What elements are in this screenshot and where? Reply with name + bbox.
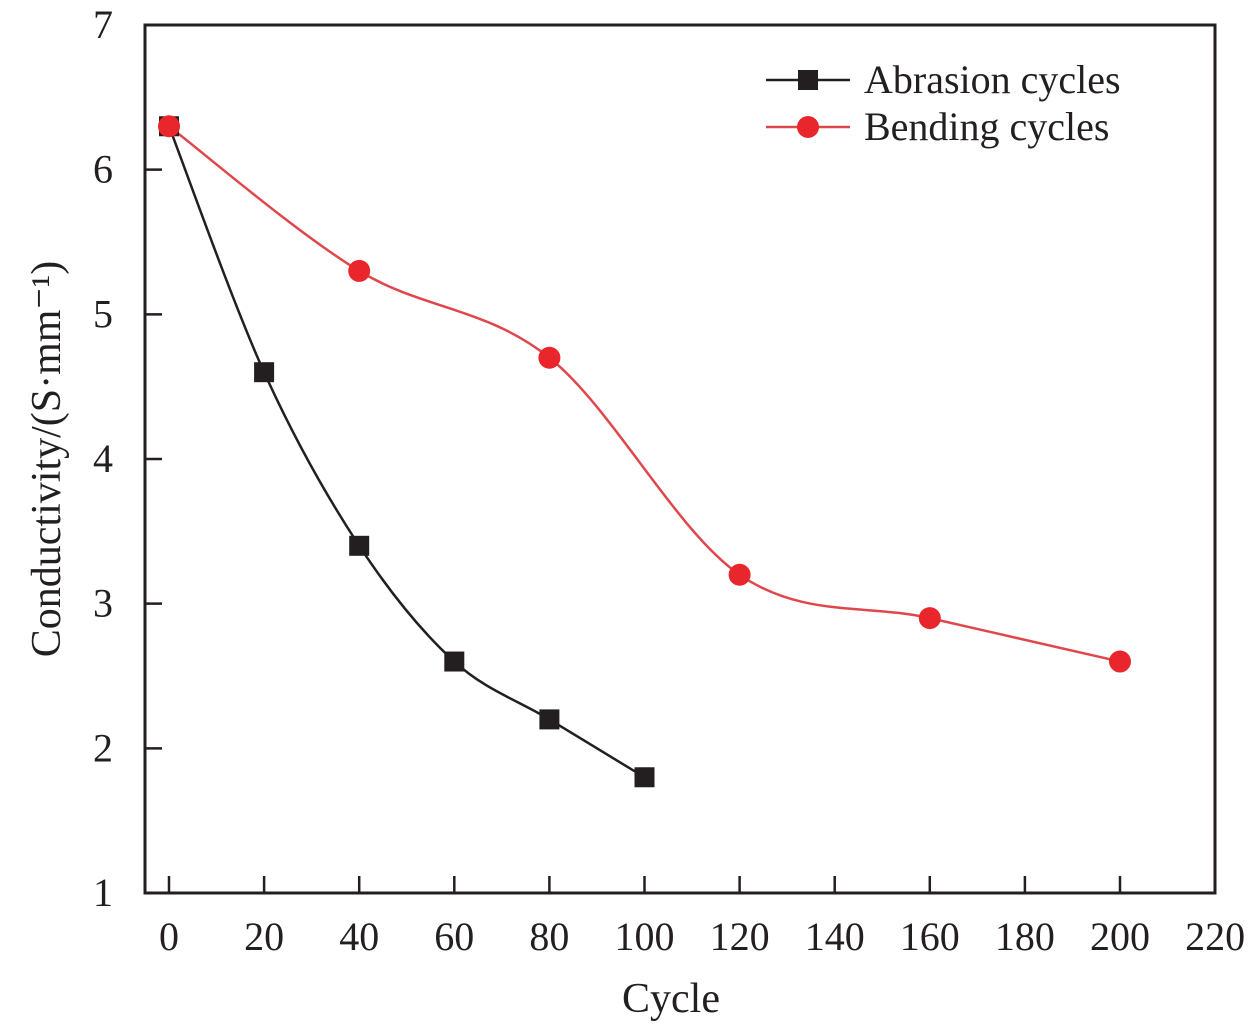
x-tick-label: 120 <box>710 914 770 959</box>
series-abrasion-cycles <box>167 125 646 779</box>
data-point-abrasion-cycles <box>254 362 275 383</box>
y-tick-label: 3 <box>93 581 113 626</box>
legend-item-bending: Bending cycles <box>766 104 1110 149</box>
series-line-bending-cycles <box>168 125 1121 663</box>
y-tick-label: 7 <box>93 2 113 47</box>
series-layer <box>158 115 1131 788</box>
legend-marker-circle <box>797 116 819 138</box>
x-tick-label: 180 <box>995 914 1055 959</box>
x-axis: 0 20 40 60 80 100 120 140 160 180 200 220 <box>159 876 1245 959</box>
legend-item-abrasion: Abrasion cycles <box>766 57 1121 102</box>
data-point-abrasion-cycles <box>634 767 655 788</box>
legend-label-bending: Bending cycles <box>864 104 1110 149</box>
x-axis-title: Cycle <box>622 976 720 1022</box>
y-tick-label: 6 <box>93 147 113 192</box>
series-markers-abrasion-cycles <box>159 116 655 788</box>
x-tick-label: 100 <box>615 914 675 959</box>
y-axis: 1 2 3 4 5 6 7 <box>93 2 162 915</box>
series-line-abrasion-cycles <box>167 125 646 779</box>
data-point-bending-cycles <box>1109 650 1131 673</box>
x-tick-label: 60 <box>434 914 474 959</box>
x-tick-label: 20 <box>244 914 284 959</box>
series-markers-bending-cycles <box>158 115 1131 673</box>
x-tick-label: 140 <box>805 914 865 959</box>
y-tick-label: 5 <box>93 291 113 336</box>
data-point-bending-cycles <box>538 346 561 369</box>
x-tick-label: 200 <box>1090 914 1150 959</box>
y-tick-label: 2 <box>93 725 113 770</box>
x-tick-label: 80 <box>529 914 569 959</box>
y-tick-label: 4 <box>93 436 113 481</box>
data-point-abrasion-cycles <box>444 651 465 672</box>
legend-label-abrasion: Abrasion cycles <box>864 57 1121 102</box>
data-point-bending-cycles <box>728 563 751 586</box>
x-tick-label: 220 <box>1185 914 1245 959</box>
legend-marker-square <box>798 70 818 90</box>
series-bending-cycles <box>168 125 1121 663</box>
y-axis-title: Conductivity/(S·mm⁻¹) <box>24 261 70 657</box>
x-tick-label: 160 <box>900 914 960 959</box>
data-point-abrasion-cycles <box>349 535 370 556</box>
x-tick-label: 0 <box>159 914 179 959</box>
data-point-bending-cycles <box>348 259 371 282</box>
x-tick-label: 40 <box>339 914 379 959</box>
data-point-bending-cycles <box>918 607 941 630</box>
plot-frame <box>143 23 1217 895</box>
data-point-bending-cycles <box>158 115 180 138</box>
y-tick-label: 1 <box>93 870 113 915</box>
data-point-abrasion-cycles <box>539 709 560 730</box>
legend: Abrasion cycles Bending cycles <box>766 57 1121 149</box>
